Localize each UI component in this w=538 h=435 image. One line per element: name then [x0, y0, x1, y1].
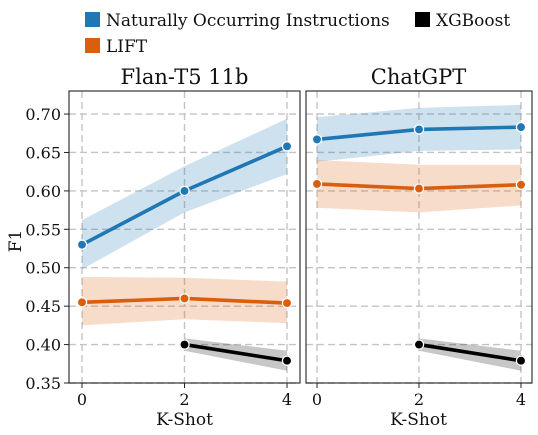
y-axis-label: F1 — [6, 230, 26, 253]
y-tick-label: 0.45 — [25, 297, 61, 316]
x-tick-label-flan-t5: 4 — [282, 390, 292, 409]
x-tick-label-flan-t5: 2 — [179, 390, 189, 409]
data-point-naturally-occurring-instructions — [311, 134, 323, 145]
series-line-xgboost — [417, 342, 523, 363]
ci-band-xgboost — [419, 338, 521, 371]
x-tick-label-chatgpt: 2 — [414, 390, 424, 409]
y-tick-label: 0.65 — [25, 143, 61, 162]
data-point-naturally-occurring-instructions — [515, 121, 527, 133]
panel-title-chatgpt: ChatGPT — [371, 65, 466, 89]
data-point-xgboost — [179, 339, 190, 350]
data-point-lift — [179, 293, 190, 304]
panel-title-flan-t5: Flan-T5 11b — [121, 65, 249, 89]
y-tick-label: 0.60 — [25, 182, 61, 201]
y-tick-label: 0.70 — [25, 105, 61, 124]
x-axis-label-chatgpt: K-Shot — [390, 410, 447, 430]
plot-frame-chatgpt — [305, 90, 533, 384]
x-tick-label-chatgpt: 0 — [312, 390, 322, 409]
data-point-naturally-occurring-instructions — [179, 185, 190, 197]
series-points-flan-t5 — [76, 141, 293, 366]
series-line-xgboost — [182, 342, 289, 363]
ci-bands-flan-t5 — [82, 118, 287, 371]
x-axis-label-flan-t5: K-Shot — [156, 410, 213, 430]
ci-band-xgboost — [184, 338, 287, 371]
legend-swatch-xgboost — [415, 12, 430, 27]
data-point-naturally-occurring-instructions — [413, 124, 425, 135]
x-tick-label-flan-t5: 0 — [77, 390, 87, 409]
plot-frame-flan-t5 — [68, 90, 301, 384]
data-point-lift — [76, 297, 88, 308]
data-point-lift — [311, 178, 323, 190]
legend-swatch-naturally-occurring — [85, 12, 100, 27]
data-point-lift — [281, 297, 293, 309]
data-point-xgboost — [413, 339, 425, 350]
panel-flan-t5: Flan-T5 11b F1 K-Shot 0.350.400.450.500.… — [6, 65, 301, 430]
legend: Naturally Occurring Instructions XGBoost… — [85, 11, 510, 57]
y-tick-label: 0.50 — [25, 259, 61, 278]
legend-label-lift: LIFT — [106, 37, 148, 57]
data-point-lift — [515, 179, 527, 190]
x-tick-label-chatgpt: 4 — [516, 390, 526, 409]
data-point-xgboost — [515, 355, 527, 366]
y-tick-label: 0.40 — [25, 336, 61, 355]
ticks-chatgpt: 0 2 4 — [312, 383, 526, 409]
data-point-naturally-occurring-instructions — [76, 239, 88, 250]
legend-swatch-lift — [85, 38, 100, 53]
data-point-xgboost — [281, 355, 293, 366]
panel-chatgpt: ChatGPT K-Shot 0 2 4 — [305, 65, 533, 430]
data-point-lift — [413, 183, 425, 194]
legend-label-naturally-occurring: Naturally Occurring Instructions — [106, 11, 390, 31]
data-point-naturally-occurring-instructions — [281, 141, 293, 152]
legend-label-xgboost: XGBoost — [436, 11, 510, 31]
y-tick-label: 0.35 — [25, 374, 61, 393]
series-points-chatgpt — [311, 121, 527, 366]
y-tick-label: 0.55 — [25, 220, 61, 239]
ticks-flan-t5: 0.35 0.40 0.45 0.50 0.55 0.60 0.65 0.70 0 2 4 — [25, 105, 292, 409]
